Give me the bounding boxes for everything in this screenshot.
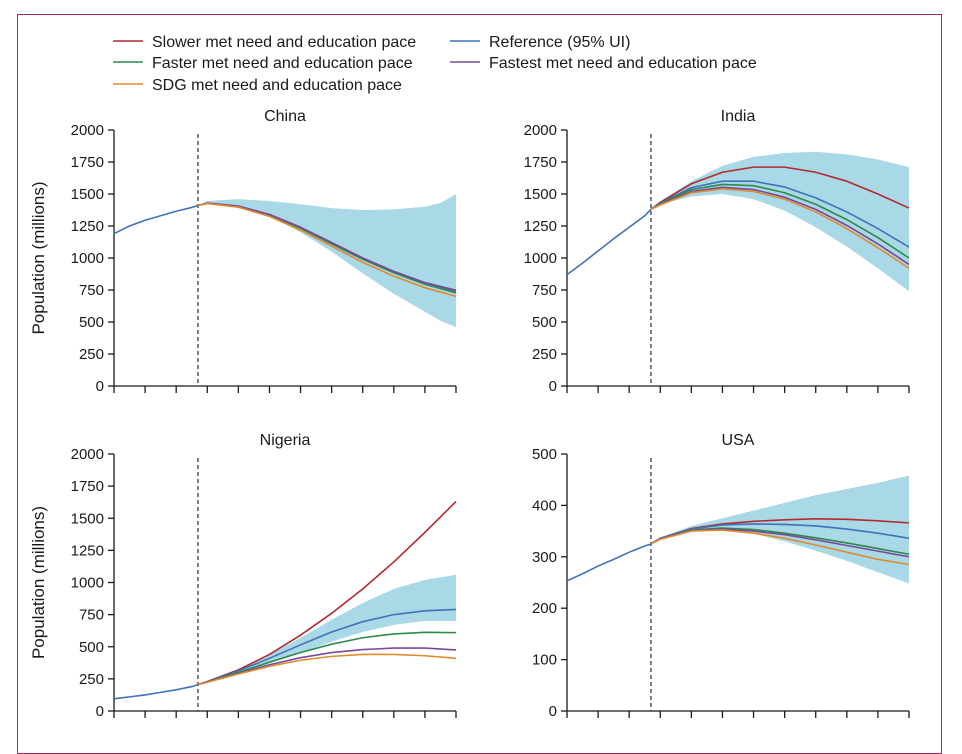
- y-tick-label: 0: [549, 703, 557, 720]
- y-tick-label: 250: [79, 346, 104, 363]
- y-tick-label: 1250: [71, 542, 104, 559]
- legend-label-fastest: Fastest met need and education pace: [489, 55, 757, 72]
- history-line: [566, 208, 652, 276]
- y-tick-label: 250: [79, 671, 104, 688]
- y-tick-label: 0: [96, 378, 104, 395]
- series-line-fastest: [197, 647, 457, 686]
- y-tick-label: 1500: [524, 186, 557, 203]
- legend-label-slower: Slower met need and education pace: [152, 34, 416, 51]
- series-line-reference: [197, 608, 457, 686]
- panel-title: Nigeria: [260, 432, 311, 449]
- panel-title: China: [264, 108, 306, 125]
- panel-india: 0 250 500 750 1000 1250 1500 1750 2000 India: [524, 108, 910, 395]
- y-tick-label: 1750: [71, 478, 104, 495]
- y-tick-label: 250: [532, 346, 557, 363]
- y-tick-label: 2000: [524, 122, 557, 139]
- y-tick-label: 500: [79, 639, 104, 656]
- panel-title: USA: [722, 432, 755, 449]
- uncertainty-band: [197, 574, 457, 685]
- legend: Slower met need and education pace Refere…: [113, 34, 757, 94]
- y-tick-label: 750: [532, 282, 557, 299]
- panel-title: India: [721, 108, 756, 125]
- y-tick-label: 200: [532, 600, 557, 617]
- y-axis-label: Population (millions): [29, 506, 48, 659]
- legend-label-reference: Reference (95% UI): [489, 34, 630, 51]
- y-tick-label: 500: [79, 314, 104, 331]
- legend-label-sdg: SDG met need and education pace: [152, 77, 402, 94]
- series-line-sdg: [650, 529, 910, 566]
- uncertainty-band: [650, 151, 909, 292]
- y-tick-label: 750: [79, 607, 104, 624]
- series-line-sdg: [197, 202, 457, 298]
- y-tick-label: 1000: [71, 250, 104, 267]
- y-tick-label: 1500: [71, 510, 104, 527]
- panel-nigeria: 0 250 500 750 1000 1250 1500 1750 2000 Nigeria Pop…: [29, 432, 457, 720]
- series-line-sdg: [197, 653, 457, 686]
- series-line-fastest: [650, 186, 910, 266]
- figure: Slower met need and education pace Refere…: [29, 34, 910, 720]
- y-tick-label: 750: [79, 282, 104, 299]
- y-tick-label: 1250: [71, 218, 104, 235]
- history-line: [113, 683, 199, 700]
- y-tick-label: 1000: [524, 250, 557, 267]
- y-tick-label: 100: [532, 652, 557, 669]
- y-tick-label: 2000: [71, 446, 104, 463]
- history-line: [566, 543, 652, 582]
- y-tick-label: 1750: [71, 154, 104, 171]
- y-tick-label: 0: [549, 378, 557, 395]
- legend-label-faster: Faster met need and education pace: [152, 55, 413, 72]
- y-tick-label: 1500: [71, 186, 104, 203]
- y-tick-label: 500: [532, 446, 557, 463]
- history-line: [113, 204, 199, 235]
- series-line-reference: [650, 180, 910, 248]
- panel-usa: 0 100 200 300 400 500 USA: [532, 432, 910, 720]
- y-tick-label: 1000: [71, 575, 104, 592]
- panel-china: 0 250 500 750 1000 1250 1500 1750 2000 China Popul…: [29, 108, 457, 395]
- uncertainty-band: [650, 475, 909, 584]
- y-tick-label: 2000: [71, 122, 104, 139]
- y-tick-label: 500: [532, 314, 557, 331]
- series-line-faster: [650, 183, 910, 259]
- y-tick-label: 1750: [524, 154, 557, 171]
- panels: 025050075010001250150017502000ChinaPopul…: [29, 108, 910, 720]
- y-tick-label: 300: [532, 549, 557, 566]
- y-axis-label: Population (millions): [29, 181, 48, 334]
- y-tick-label: 400: [532, 497, 557, 514]
- uncertainty-band: [197, 194, 457, 328]
- y-tick-label: 1250: [524, 218, 557, 235]
- y-tick-label: 0: [96, 703, 104, 720]
- series-line-sdg: [650, 188, 910, 269]
- series-line-slower: [650, 166, 910, 210]
